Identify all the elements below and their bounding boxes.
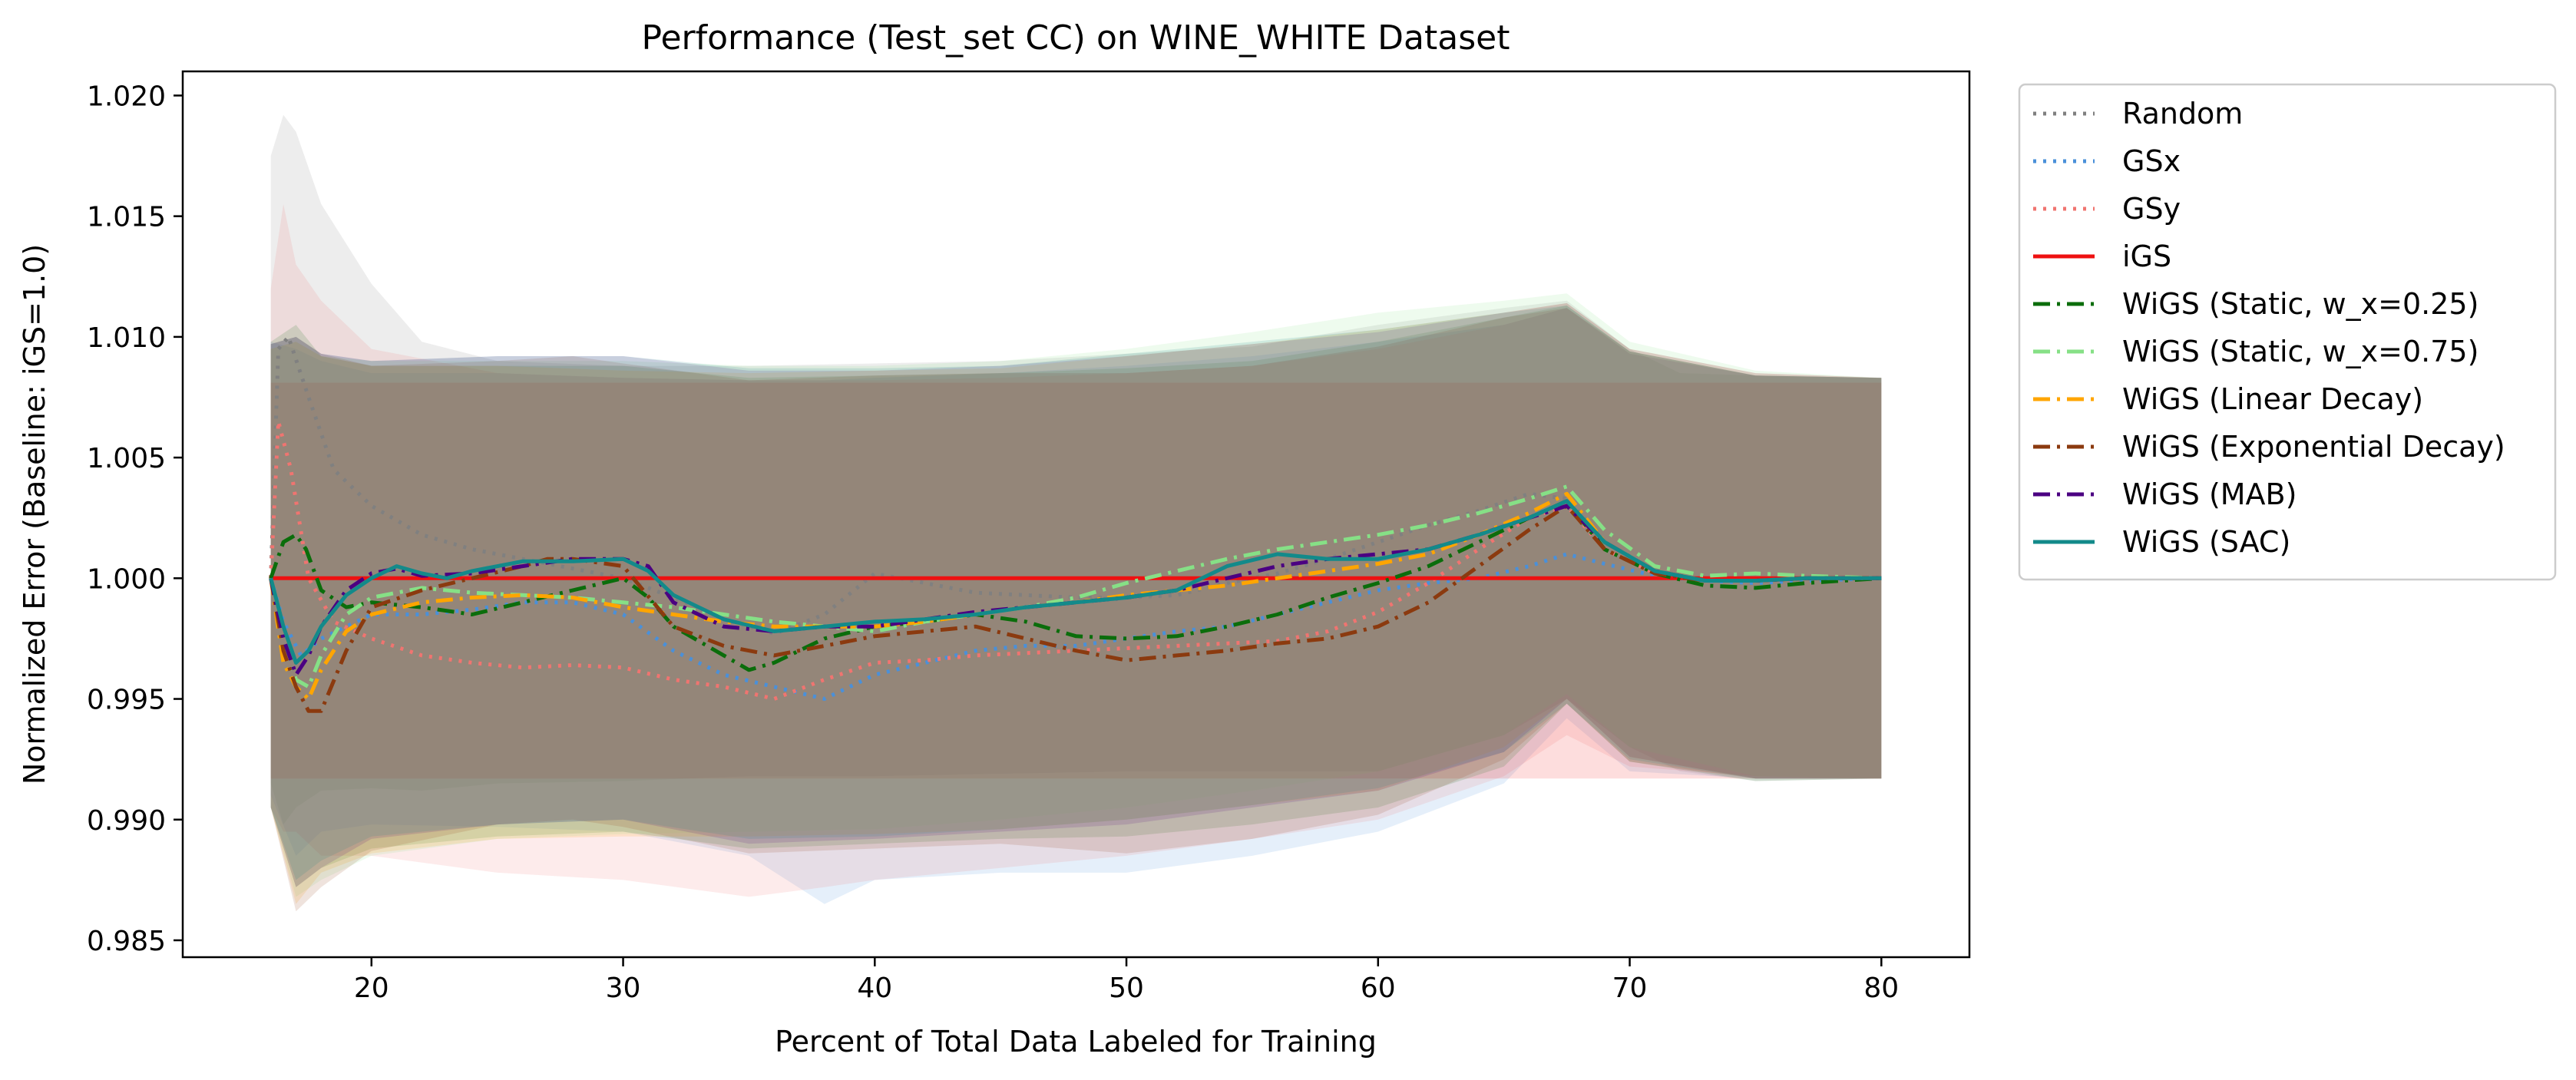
y-axis-ticks: 0.985 0.990 0.995 1.000 1.005 1.010 1.015 1.020 — [87, 81, 183, 957]
confidence-bands — [270, 114, 1882, 912]
x-axis-ticks: 20 30 40 50 60 70 80 — [354, 957, 1899, 1004]
legend-label-igs: iGS — [2122, 239, 2171, 273]
legend-label-wigs-mab: WiGS (MAB) — [2122, 477, 2297, 511]
y-tick-label: 1.020 — [87, 81, 166, 112]
legend-label-wigs-exponential-decay: WiGS (Exponential Decay) — [2122, 430, 2505, 464]
x-tick-label: 40 — [857, 973, 892, 1004]
band-gsx — [270, 308, 1882, 904]
y-tick-label: 1.015 — [87, 202, 166, 233]
y-tick-label: 1.000 — [87, 563, 166, 595]
chart-title: Performance (Test_set CC) on WINE_WHITE … — [642, 18, 1510, 58]
band-wigs-mab — [270, 302, 1882, 887]
band-gsy — [270, 203, 1882, 897]
y-tick-label: 0.990 — [87, 805, 166, 837]
legend-label-gsy: GSy — [2122, 192, 2181, 226]
band-wigs-sac — [270, 306, 1882, 880]
legend: Random GSx GSy iGS WiGS (Static, w_x=0.25) Wi… — [2018, 83, 2557, 581]
x-tick-label: 60 — [1361, 973, 1396, 1004]
x-tick-label: 80 — [1863, 973, 1899, 1004]
band-wigs-static-w-x-0-75 — [270, 293, 1882, 897]
legend-label-wigs-static-w-x-0-75: WiGS (Static, w_x=0.75) — [2122, 335, 2478, 368]
legend-label-gsx: GSx — [2122, 144, 2181, 178]
series-line-gsx — [269, 552, 1882, 701]
y-axis-label: Normalized Error (Baseline: iGS=1.0) — [18, 244, 51, 784]
band-wigs-static-w-x-0-25 — [270, 306, 1882, 887]
band-random — [270, 114, 1882, 825]
x-tick-label: 30 — [606, 973, 641, 1004]
y-tick-label: 0.985 — [87, 926, 166, 957]
plot-area-frame — [181, 70, 1971, 959]
band-igs — [270, 382, 1882, 779]
legend-label-wigs-linear-decay: WiGS (Linear Decay) — [2122, 382, 2423, 416]
legend-label-wigs-static-w-x-0-25: WiGS (Static, w_x=0.25) — [2122, 287, 2478, 321]
x-tick-label: 50 — [1109, 973, 1144, 1004]
x-tick-label: 20 — [354, 973, 389, 1004]
legend-label-random: Random — [2122, 97, 2243, 130]
band-wigs-exponential-decay — [270, 308, 1882, 912]
series-line-random — [269, 335, 1882, 636]
series-line-wigs-exponential-decay — [269, 504, 1882, 713]
x-axis-label: Percent of Total Data Labeled for Traini… — [775, 1025, 1377, 1059]
x-tick-label: 70 — [1612, 973, 1648, 1004]
y-tick-label: 0.995 — [87, 685, 166, 716]
y-tick-label: 1.010 — [87, 322, 166, 354]
legend-frame — [2018, 83, 2557, 581]
series-line-wigs-sac — [269, 499, 1882, 665]
y-tick-label: 1.005 — [87, 443, 166, 474]
series-lines — [269, 335, 1882, 713]
legend-label-wigs-sac: WiGS (SAC) — [2122, 525, 2290, 559]
